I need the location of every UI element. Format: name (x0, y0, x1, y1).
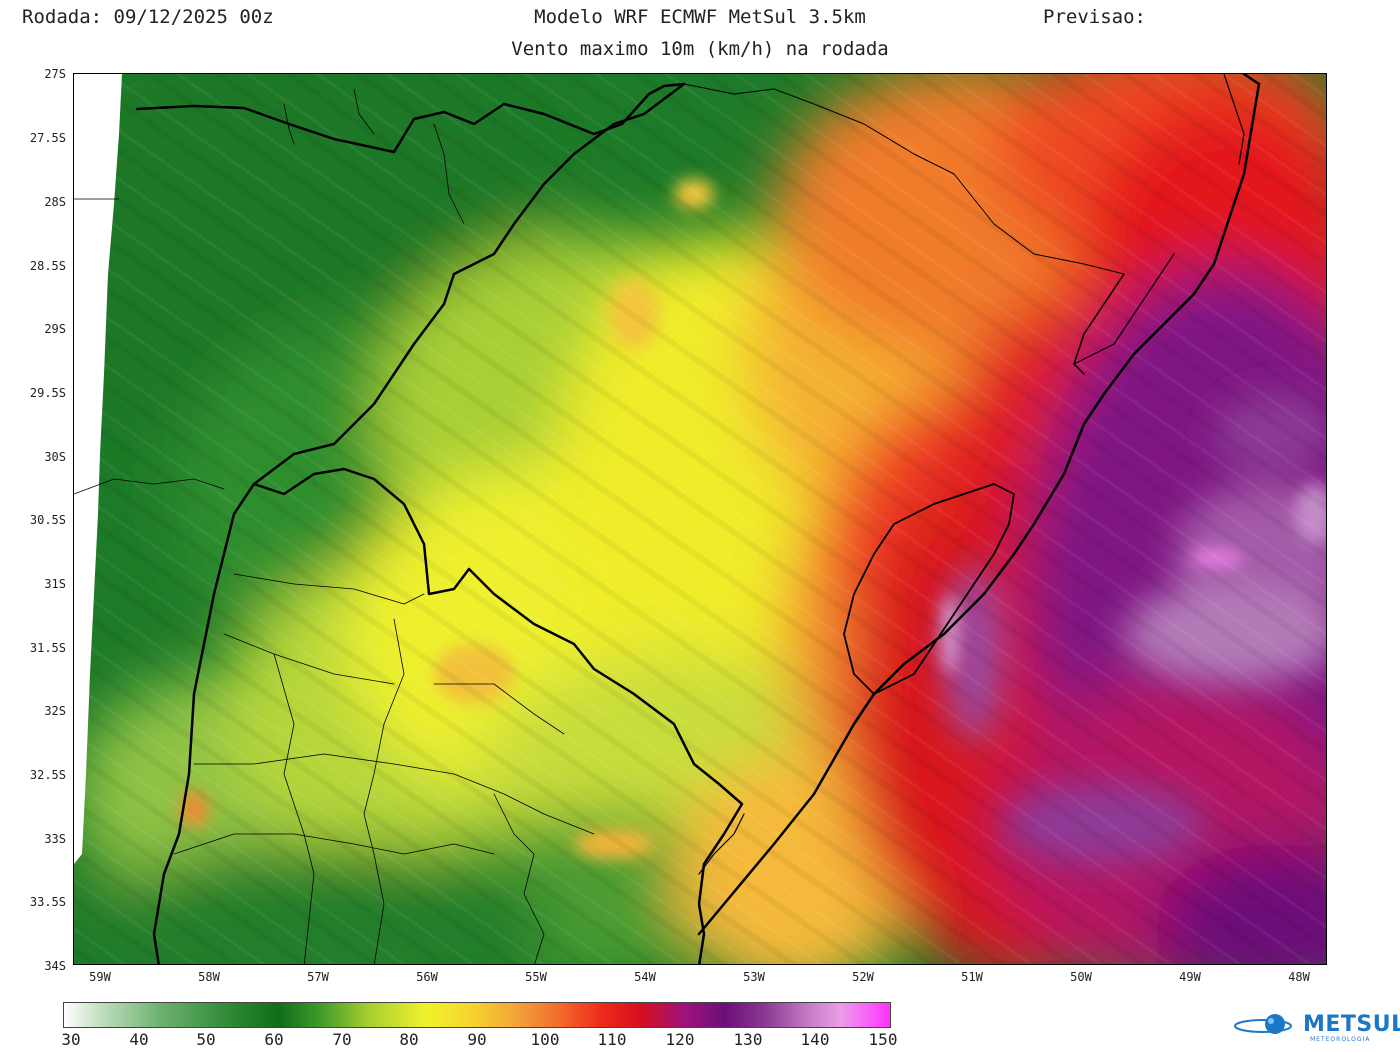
lon-label: 55W (525, 970, 547, 984)
lat-label: 32S (44, 704, 66, 718)
colorbar-label: 120 (665, 1030, 695, 1049)
lon-label: 53W (743, 970, 765, 984)
wind-map (73, 73, 1327, 965)
colorbar-label: 90 (467, 1030, 487, 1049)
lon-label: 51W (961, 970, 983, 984)
colorbar-label: 130 (733, 1030, 763, 1049)
colorbar-label: 30 (61, 1030, 81, 1049)
colorbar-label: 70 (332, 1030, 352, 1049)
lon-label: 58W (198, 970, 220, 984)
metsul-globe-icon (1234, 1014, 1292, 1034)
colorbar-label: 60 (264, 1030, 284, 1049)
lat-label: 27.5S (29, 131, 66, 145)
lat-label: 33S (44, 832, 66, 846)
lat-label: 30S (44, 450, 66, 464)
lat-label: 29S (44, 322, 66, 336)
lat-label: 31.5S (29, 641, 66, 655)
lat-label: 32.5S (29, 768, 66, 782)
lon-label: 54W (634, 970, 656, 984)
map-subtitle: Vento maximo 10m (km/h) na rodada (511, 38, 889, 60)
lat-label: 33.5S (29, 895, 66, 909)
colorbar-label: 110 (597, 1030, 627, 1049)
lat-label: 29.5S (29, 386, 66, 400)
lat-label: 27S (44, 67, 66, 81)
lat-label: 30.5S (29, 513, 66, 527)
lon-label: 56W (416, 970, 438, 984)
lon-label: 59W (89, 970, 111, 984)
lon-label: 50W (1070, 970, 1092, 984)
colorbar-label: 40 (129, 1030, 149, 1049)
lat-label: 28S (44, 195, 66, 209)
metsul-logo-text: METSUL (1303, 1012, 1400, 1037)
lat-label: 31S (44, 577, 66, 591)
colorbar-label: 50 (196, 1030, 216, 1049)
colorbar-label: 100 (530, 1030, 560, 1049)
lon-label: 52W (852, 970, 874, 984)
forecast-label: Previsao: (1043, 6, 1146, 28)
lon-label: 57W (307, 970, 329, 984)
metsul-logo-subtext: METEOROLOGIA (1310, 1036, 1371, 1043)
lon-label: 49W (1179, 970, 1201, 984)
run-date-label: Rodada: 09/12/2025 00z (22, 6, 274, 28)
colorbar-label: 150 (868, 1030, 898, 1049)
wind-field-graphic (74, 74, 1326, 964)
lon-label: 48W (1288, 970, 1310, 984)
colorbar-label: 140 (800, 1030, 830, 1049)
lat-label: 28.5S (29, 259, 66, 273)
wind-speed-colorbar (63, 1002, 891, 1028)
lat-label: 34S (44, 959, 66, 973)
model-title: Modelo WRF ECMWF MetSul 3.5km (534, 6, 866, 28)
colorbar-label: 80 (399, 1030, 419, 1049)
